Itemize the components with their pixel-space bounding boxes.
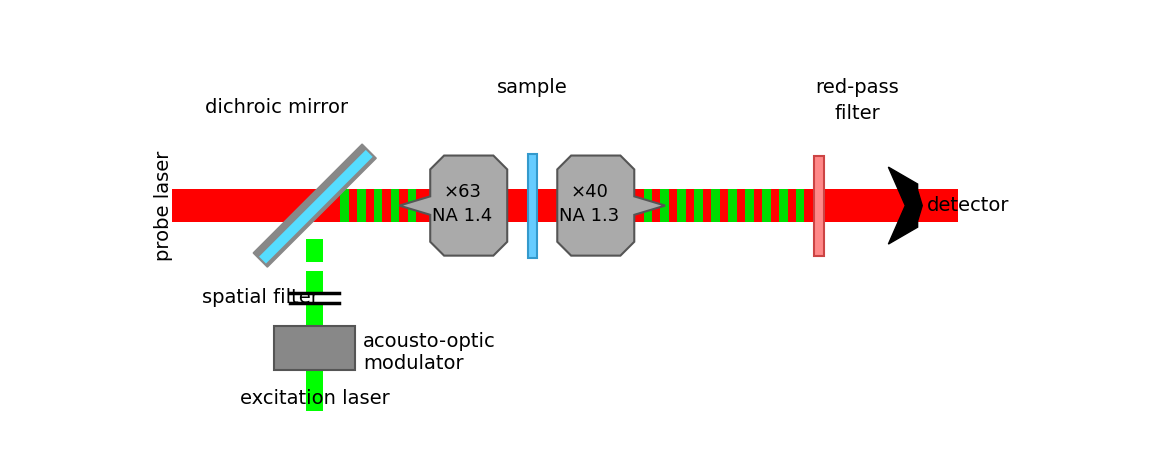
Text: probe laser: probe laser bbox=[153, 151, 172, 261]
Text: sample: sample bbox=[497, 78, 567, 97]
Bar bbox=[391, 189, 399, 222]
Text: NA 1.4: NA 1.4 bbox=[433, 207, 493, 225]
Bar bbox=[720, 189, 728, 222]
Bar bbox=[753, 189, 762, 222]
Polygon shape bbox=[259, 150, 373, 263]
Bar bbox=[737, 189, 745, 222]
Bar bbox=[644, 189, 652, 222]
Bar bbox=[635, 189, 644, 222]
Bar bbox=[796, 189, 805, 222]
Bar bbox=[677, 189, 686, 222]
Text: red-pass: red-pass bbox=[815, 78, 900, 97]
Bar bbox=[365, 189, 374, 222]
Bar bbox=[745, 189, 753, 222]
Polygon shape bbox=[253, 144, 377, 267]
Text: NA 1.3: NA 1.3 bbox=[559, 207, 620, 225]
Bar bbox=[660, 189, 669, 222]
Bar bbox=[627, 189, 635, 222]
Text: acousto-optic: acousto-optic bbox=[363, 332, 496, 352]
Text: ×63: ×63 bbox=[443, 183, 482, 201]
Bar bbox=[408, 189, 417, 222]
Bar bbox=[711, 189, 720, 222]
Text: detector: detector bbox=[927, 196, 1010, 215]
Bar bbox=[728, 189, 737, 222]
Bar bbox=[813, 189, 819, 222]
Text: dichroic mirror: dichroic mirror bbox=[205, 98, 347, 117]
Bar bbox=[694, 189, 703, 222]
Bar bbox=[349, 189, 357, 222]
Bar bbox=[399, 189, 408, 222]
Bar bbox=[307, 336, 323, 359]
Bar bbox=[357, 189, 365, 222]
Bar bbox=[172, 189, 958, 222]
Bar bbox=[652, 189, 660, 222]
Polygon shape bbox=[399, 156, 508, 255]
Bar bbox=[779, 189, 787, 222]
Bar bbox=[686, 189, 694, 222]
Bar bbox=[762, 189, 771, 222]
Bar bbox=[340, 189, 349, 222]
Bar bbox=[307, 271, 323, 294]
Bar bbox=[771, 189, 779, 222]
Bar bbox=[383, 189, 391, 222]
Bar bbox=[805, 189, 813, 222]
Text: excitation laser: excitation laser bbox=[240, 389, 390, 407]
Bar bbox=[307, 304, 323, 327]
Text: filter: filter bbox=[834, 103, 881, 123]
Bar bbox=[307, 362, 323, 411]
Text: spatial filter: spatial filter bbox=[201, 288, 318, 308]
Bar bbox=[703, 189, 711, 222]
Bar bbox=[669, 189, 677, 222]
Bar bbox=[274, 326, 356, 371]
Bar bbox=[528, 153, 537, 258]
Bar bbox=[307, 239, 323, 262]
Bar bbox=[417, 189, 422, 222]
Bar bbox=[787, 189, 796, 222]
Polygon shape bbox=[888, 167, 922, 244]
Bar bbox=[374, 189, 383, 222]
Text: ×40: ×40 bbox=[571, 183, 608, 201]
Bar bbox=[813, 156, 825, 255]
Bar bbox=[307, 359, 323, 387]
Polygon shape bbox=[557, 156, 665, 255]
Text: modulator: modulator bbox=[363, 354, 463, 373]
